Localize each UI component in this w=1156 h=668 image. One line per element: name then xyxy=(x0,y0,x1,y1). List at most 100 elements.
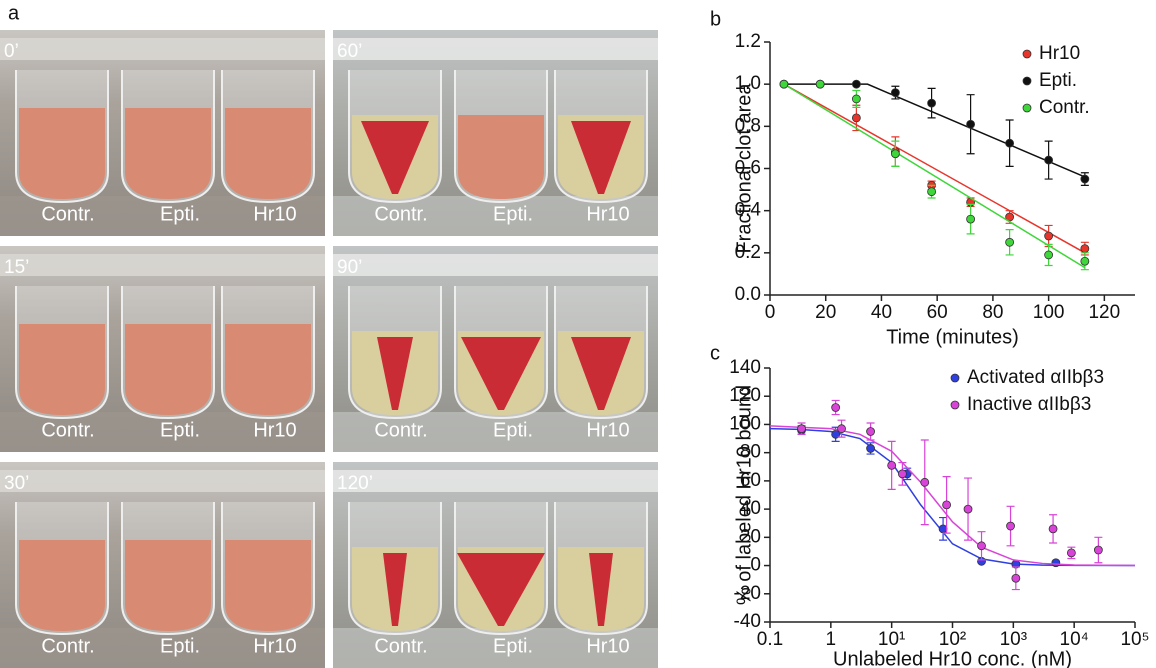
point xyxy=(1080,244,1090,254)
y-axis-label: % of labeled Hr10 bound xyxy=(733,385,755,605)
y-tick-label: 100 xyxy=(729,413,761,434)
y-tick-label: 140 xyxy=(729,357,761,378)
point xyxy=(938,524,948,534)
fit-line xyxy=(783,83,1086,269)
point xyxy=(1066,548,1076,558)
point xyxy=(890,149,900,159)
point xyxy=(887,460,897,470)
panel-label: a xyxy=(8,2,20,24)
rack xyxy=(0,38,325,60)
photo-label: Contr. xyxy=(374,635,427,657)
legend-marker xyxy=(950,373,960,383)
y-tick-label: -20 xyxy=(734,583,761,604)
x-tick-label: 40 xyxy=(871,302,892,323)
point xyxy=(927,98,937,108)
point xyxy=(1011,573,1021,583)
liquid xyxy=(19,108,105,199)
y-axis-label: Fractional clot area xyxy=(733,83,755,254)
point xyxy=(890,88,900,97)
photo-label: Contr. xyxy=(41,419,94,441)
photo-label: Epti. xyxy=(160,419,200,441)
fit-line xyxy=(769,425,1136,567)
y-tick-label: 60 xyxy=(740,470,761,491)
photo-label: Contr. xyxy=(41,203,94,225)
y-tick-label: -40 xyxy=(734,611,761,632)
photo-label: Epti. xyxy=(493,419,533,441)
fit-line xyxy=(783,83,1086,254)
panel-label: b xyxy=(710,8,721,30)
photo-time: 90’ xyxy=(337,257,362,278)
clot xyxy=(361,121,429,194)
y-tick-label: 80 xyxy=(740,442,761,463)
point xyxy=(1005,138,1015,148)
point xyxy=(851,113,861,123)
photo-label: Contr. xyxy=(41,635,94,657)
fit-line xyxy=(769,427,1136,567)
y-tick-label: 0.0 xyxy=(735,284,761,305)
point xyxy=(1044,155,1054,165)
liquid xyxy=(125,540,211,631)
photo-time: 120’ xyxy=(337,473,373,494)
photo-label: Epti. xyxy=(493,203,533,225)
x-tick-label: 0 xyxy=(765,302,776,323)
liquid xyxy=(19,324,105,415)
liquid xyxy=(125,324,211,415)
rack xyxy=(0,470,325,492)
point xyxy=(1005,237,1015,247)
legend-label: Activated αIIbβ3 xyxy=(967,367,1104,388)
point xyxy=(866,427,875,436)
photo-label: Contr. xyxy=(374,203,427,225)
photo-label: Hr10 xyxy=(253,203,296,225)
x-tick-label: 100 xyxy=(1033,302,1065,323)
point xyxy=(942,500,952,510)
point xyxy=(977,541,986,551)
liquid xyxy=(225,108,311,199)
legend-label: Inactive αIIbβ3 xyxy=(967,394,1091,415)
point xyxy=(1048,524,1058,534)
point xyxy=(1080,174,1090,184)
photo-label: Hr10 xyxy=(586,203,629,225)
rack xyxy=(333,254,658,276)
photo-label: Epti. xyxy=(160,203,200,225)
clot xyxy=(571,337,631,410)
legend-marker xyxy=(1022,76,1032,86)
y-tick-label: 0 xyxy=(750,555,761,576)
point xyxy=(963,504,973,514)
y-tick-label: 0.2 xyxy=(735,242,761,263)
x-axis-label: Unlabeled Hr10 conc. (nM) xyxy=(833,648,1072,668)
photo-label: Hr10 xyxy=(253,419,296,441)
point xyxy=(797,424,806,434)
x-tick-label: 10¹ xyxy=(878,629,905,650)
liquid xyxy=(458,115,544,199)
rack xyxy=(0,254,325,276)
x-tick-label: 10⁴ xyxy=(1060,629,1089,650)
photo-time: 15’ xyxy=(4,257,29,278)
photo-label: Hr10 xyxy=(253,635,296,657)
point xyxy=(966,214,976,224)
liquid xyxy=(19,540,105,631)
point xyxy=(851,94,861,104)
legend-marker xyxy=(1022,103,1032,113)
x-tick-label: 60 xyxy=(927,302,948,323)
point xyxy=(851,79,861,89)
point xyxy=(866,444,875,453)
point xyxy=(920,477,930,487)
liquid xyxy=(225,540,311,631)
x-tick-label: 20 xyxy=(815,302,836,323)
clot xyxy=(589,553,613,626)
rack xyxy=(333,470,658,492)
legend-label: Contr. xyxy=(1039,97,1090,118)
point xyxy=(837,424,846,434)
legend-label: Epti. xyxy=(1039,70,1077,91)
x-tick-label: 120 xyxy=(1088,302,1120,323)
clot xyxy=(383,553,407,626)
point xyxy=(1093,545,1103,555)
panel-label: c xyxy=(710,342,720,364)
point xyxy=(815,79,825,89)
x-tick-label: 10⁵ xyxy=(1120,629,1149,650)
photo-time: 30’ xyxy=(4,473,29,494)
y-tick-label: 0.6 xyxy=(735,158,761,179)
x-axis-label: Time (minutes) xyxy=(886,326,1019,348)
point xyxy=(1044,231,1054,241)
